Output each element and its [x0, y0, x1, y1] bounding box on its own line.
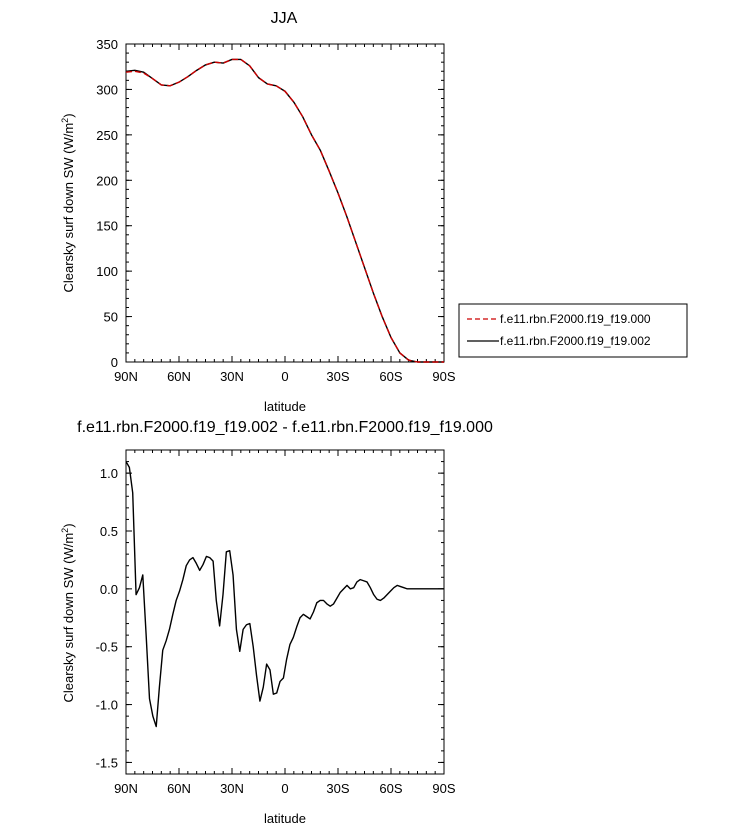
bottom-ytick-label: -0.5 [96, 640, 118, 655]
top-xtick-label: 90S [432, 369, 455, 384]
bottom-series-line-0 [125, 461, 444, 728]
bottom-ytick-label: -1.5 [96, 755, 118, 770]
bottom-ticks: 90N 60N 30N 0 30S 60S 90S 1.0 0.5 0.0 -0.5 -1.0 -1.5 [96, 449, 456, 796]
top-y-axis-label-tail: ) [61, 113, 76, 117]
bottom-y-axis-label-tail: ) [61, 523, 76, 527]
bottom-xtick-label: 0 [281, 781, 288, 796]
top-ytick-label: 350 [96, 37, 118, 52]
top-chart: JJA 90N 60N 30N 0 30S 60S 90S 0 50 100 150 200 250 30… [60, 10, 688, 414]
bottom-xtick-label: 90N [114, 781, 138, 796]
top-y-axis-label: Clearsky surf down SW (W/m2) [60, 113, 76, 292]
top-ytick-label: 150 [96, 219, 118, 234]
bottom-chart: f.e11.rbn.F2000.f19_f19.002 - f.e11.rbn.… [60, 419, 493, 826]
top-xtick-label: 0 [281, 369, 288, 384]
top-xtick-label: 90N [114, 369, 138, 384]
top-series-line-1 [125, 58, 444, 363]
top-ytick-label: 300 [96, 82, 118, 97]
bottom-xtick-label: 30S [326, 781, 349, 796]
bottom-ytick-label: -1.0 [96, 698, 118, 713]
bottom-series [125, 461, 444, 728]
top-x-axis-label: latitude [264, 399, 306, 414]
bottom-y-axis-label: Clearsky surf down SW (W/m2) [60, 523, 76, 702]
bottom-x-axis-label: latitude [264, 811, 306, 826]
top-ticks: 90N 60N 30N 0 30S 60S 90S 0 50 100 150 200 250 300 350 [96, 37, 456, 384]
top-xtick-label: 30S [326, 369, 349, 384]
bottom-ytick-label: 0.0 [100, 582, 118, 597]
legend-label-series-0: f.e11.rbn.F2000.f19_f19.000 [500, 312, 651, 326]
top-xtick-label: 60S [379, 369, 402, 384]
legend-box [458, 303, 688, 358]
top-series [125, 58, 444, 363]
bottom-xtick-label: 30N [220, 781, 244, 796]
top-ytick-label: 50 [104, 310, 118, 325]
bottom-ytick-label: 0.5 [100, 524, 118, 539]
bottom-xtick-label: 60N [167, 781, 191, 796]
top-xtick-label: 30N [220, 369, 244, 384]
top-y-axis-label-sup: 2 [60, 118, 70, 123]
legend-label-series-1: f.e11.rbn.F2000.f19_f19.002 [500, 334, 651, 348]
bottom-ytick-label: 1.0 [100, 466, 118, 481]
top-ytick-label: 100 [96, 264, 118, 279]
top-xtick-label: 60N [167, 369, 191, 384]
bottom-chart-title: f.e11.rbn.F2000.f19_f19.002 - f.e11.rbn.… [77, 419, 493, 436]
bottom-xtick-label: 90S [432, 781, 455, 796]
top-chart-title: JJA [271, 10, 298, 27]
bottom-xtick-label: 60S [379, 781, 402, 796]
legend: f.e11.rbn.F2000.f19_f19.000 f.e11.rbn.F2… [458, 303, 688, 358]
top-ytick-label: 250 [96, 128, 118, 143]
top-ytick-label: 200 [96, 173, 118, 188]
top-ytick-label: 0 [111, 355, 118, 370]
bottom-y-axis-label-sup: 2 [60, 528, 70, 533]
top-series-line-0 [125, 58, 444, 363]
